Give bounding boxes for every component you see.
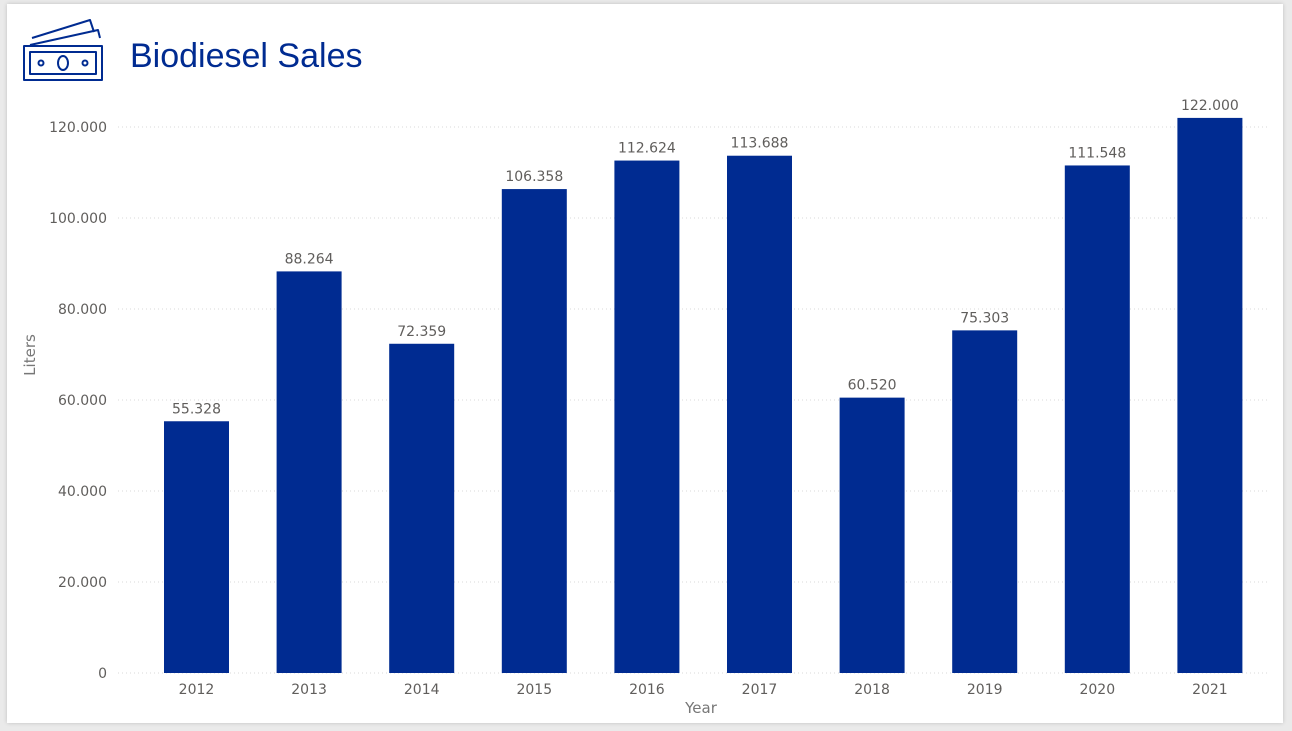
x-tick-label: 2018 [854,682,890,698]
x-tick-label: 2017 [742,682,778,698]
x-axis-title: Year [684,699,718,717]
x-tick-label: 2013 [291,682,327,698]
data-label: 88.264 [285,251,334,267]
bar[interactable] [952,330,1018,673]
data-labels: 55.328 88.264 72.359 106.358 112.624 113.688 6… [172,98,1239,417]
bar[interactable] [1177,117,1243,673]
y-tick-label: 120.000 [49,120,107,136]
data-label: 113.688 [731,136,789,152]
bar[interactable] [501,189,567,673]
data-label: 111.548 [1068,145,1126,161]
bar[interactable] [164,421,229,673]
y-tick-label: 80.000 [58,302,107,318]
y-tick-label: 60.000 [58,393,107,409]
data-label: 112.624 [618,141,676,157]
x-tick-label: 2021 [1192,682,1228,698]
bar[interactable] [614,160,680,674]
x-tick-label: 2015 [516,682,552,698]
data-label: 122.000 [1181,98,1239,114]
money-bills-icon [20,18,106,88]
y-axis-ticks: 0 20.000 40.000 60.000 80.000 100.000 120.000 [49,120,107,682]
data-label: 106.358 [505,169,563,185]
bar[interactable] [1064,165,1130,673]
x-tick-label: 2016 [629,682,665,698]
bar[interactable] [839,397,905,673]
bars [164,117,1243,674]
y-axis-title: Liters [21,334,39,376]
data-label: 72.359 [397,324,446,340]
x-tick-label: 2019 [967,682,1003,698]
data-label: 75.303 [960,310,1009,326]
x-tick-label: 2020 [1079,682,1115,698]
bar[interactable] [727,155,792,673]
bar[interactable] [389,343,455,673]
y-tick-label: 20.000 [58,575,107,591]
x-tick-label: 2014 [404,682,440,698]
x-axis-ticks: 2012 2013 2014 2015 2016 2017 2018 2019 2020 2021 [179,682,1228,698]
y-tick-label: 40.000 [58,484,107,500]
data-label: 55.328 [172,401,221,417]
y-tick-label: 0 [98,666,107,682]
data-label: 60.520 [848,378,897,394]
x-tick-label: 2012 [179,682,215,698]
y-tick-label: 100.000 [49,211,107,227]
bar[interactable] [276,271,342,673]
chart-title: Biodiesel Sales [130,37,363,75]
